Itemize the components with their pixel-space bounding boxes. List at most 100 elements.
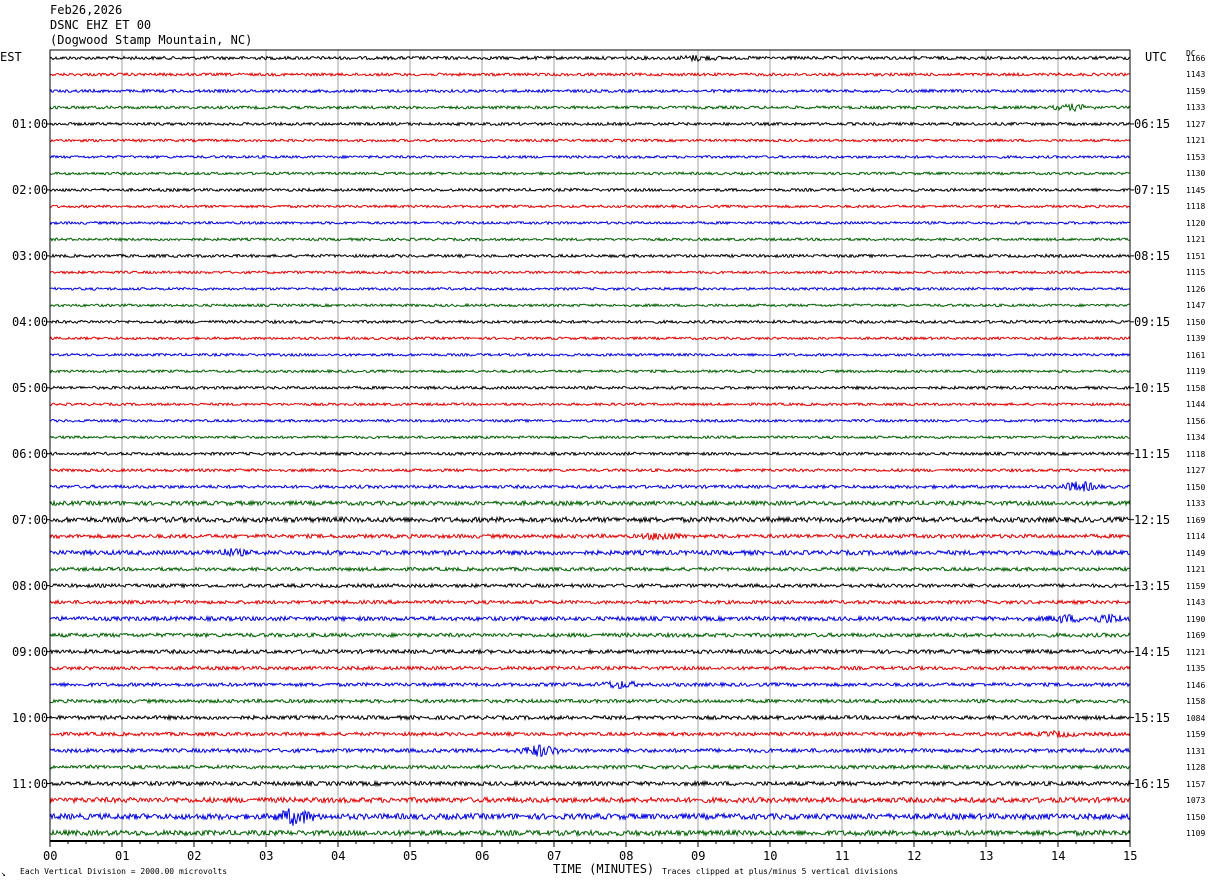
dc-offset-value: 1161	[1186, 350, 1206, 360]
dc-offset-value: 1147	[1186, 301, 1206, 311]
plot-frame	[49, 49, 1131, 842]
x-tick-label: 11	[835, 849, 850, 863]
right-hour-label: 10:15	[1134, 380, 1171, 395]
dc-offset-value: 1153	[1186, 152, 1206, 162]
seismic-trace	[49, 319, 1131, 325]
seismic-trace	[49, 220, 1131, 226]
seismic-trace	[49, 547, 1130, 558]
seismic-trace	[49, 763, 1131, 771]
station-code: DSNC EHZ ET 00	[50, 18, 152, 32]
x-tick-label: 13	[979, 849, 994, 863]
seismic-trace	[49, 335, 1131, 341]
seismic-trace	[49, 253, 1131, 259]
seismic-trace	[49, 384, 1131, 391]
seismic-trace	[49, 481, 1131, 492]
seismic-trace	[49, 795, 1131, 805]
clip-note: Traces clipped at plus/minus 5 vertical …	[662, 867, 899, 876]
x-tick-label: 15	[1123, 849, 1138, 863]
seismic-trace	[49, 88, 1131, 94]
dc-offset-value: 1130	[1186, 169, 1206, 179]
dc-offset-value: 1127	[1186, 119, 1206, 129]
x-tick-label: 03	[259, 849, 274, 863]
dc-offset-value: 1118	[1186, 202, 1206, 212]
dc-offset-value: 1115	[1186, 268, 1206, 278]
dc-offset-value: 1159	[1186, 86, 1206, 96]
dc-offset-value: 1118	[1186, 449, 1206, 459]
left-hour-label: 01:00	[12, 116, 49, 131]
dc-offset-value: 1121	[1186, 647, 1206, 657]
left-hour-label: 07:00	[12, 512, 49, 527]
x-tick-label: 05	[403, 849, 418, 863]
dc-offset-value: 1169	[1186, 631, 1206, 641]
dc-offset-value: 1150	[1186, 812, 1206, 822]
dc-offset-value: 1166	[1186, 54, 1206, 63]
seismic-trace	[49, 270, 1131, 275]
seismic-trace	[49, 664, 1131, 672]
x-tick-label: 14	[1051, 849, 1066, 863]
dc-offset-value: 1139	[1186, 334, 1206, 344]
seismic-trace	[49, 352, 1131, 358]
seismic-trace	[49, 103, 1131, 113]
seismic-trace	[49, 236, 1131, 242]
seismic-trace	[49, 582, 1131, 590]
seismic-trace	[49, 418, 1131, 424]
dc-offset-value: 1143	[1186, 70, 1206, 80]
dc-offset-value: 1158	[1186, 697, 1206, 707]
seismic-trace	[49, 203, 1131, 210]
seismic-trace	[49, 302, 1131, 308]
seismic-trace	[49, 631, 1131, 639]
dc-offset-value: 1143	[1186, 598, 1206, 608]
dc-offset-value: 1135	[1186, 664, 1206, 674]
left-hour-label: 05:00	[12, 380, 49, 395]
dc-offset-value: 1133	[1186, 103, 1206, 113]
seismic-trace	[49, 450, 1131, 457]
dc-offset-value: 1146	[1186, 680, 1206, 690]
seismic-trace	[49, 170, 1131, 176]
seismic-trace	[49, 680, 1131, 690]
station-location: (Dogwood Stamp Mountain, NC)	[50, 33, 253, 47]
seismic-trace	[49, 368, 1131, 374]
x-tick-label: 09	[691, 849, 706, 863]
dc-offset-value: 1158	[1186, 383, 1206, 393]
dc-column-label: DC	[1186, 49, 1196, 58]
dc-offset-value: 1121	[1186, 565, 1206, 575]
seismic-trace	[49, 598, 1131, 606]
x-tick-label: 12	[907, 849, 922, 863]
seismic-trace	[49, 286, 1131, 292]
seismic-trace	[49, 54, 1131, 63]
x-tick-label: 06	[475, 849, 490, 863]
x-tick-label: 01	[115, 849, 130, 863]
dc-offset-value: 1128	[1186, 763, 1206, 773]
dc-offset-value: 1120	[1186, 218, 1206, 228]
x-tick-label: 07	[547, 849, 562, 863]
left-hour-label: 09:00	[12, 644, 49, 659]
seismic-trace	[49, 729, 1131, 738]
dc-offset-value: 1145	[1186, 185, 1206, 195]
x-tick-label: 02	[187, 849, 202, 863]
right-hour-label: 15:15	[1134, 710, 1171, 725]
seismic-trace	[49, 697, 1131, 705]
x-tick-label: 00	[43, 849, 58, 863]
right-hour-label: 13:15	[1134, 578, 1171, 593]
dc-offset-value: 1156	[1186, 416, 1206, 426]
left-hour-label: 06:00	[12, 446, 49, 461]
dc-offset-value: 1190	[1186, 614, 1206, 624]
right-hour-label: 08:15	[1134, 248, 1171, 263]
seismic-trace	[49, 154, 1131, 160]
dc-offset-value: 1127	[1186, 466, 1206, 476]
seismic-trace	[49, 515, 1131, 525]
seismic-trace	[49, 613, 1131, 624]
dc-offset-value: 1121	[1186, 235, 1206, 245]
seismic-trace	[49, 808, 1131, 826]
dc-offset-value: 1084	[1186, 713, 1206, 723]
dc-offset-value: 1114	[1186, 532, 1206, 542]
dc-offset-value: 1131	[1186, 746, 1206, 756]
seismic-trace	[49, 779, 1131, 788]
right-hour-label: 06:15	[1134, 116, 1171, 131]
seismic-trace	[49, 467, 1131, 473]
seismic-trace	[49, 137, 1131, 143]
seismic-trace	[49, 532, 1131, 542]
seismic-trace	[49, 713, 1131, 722]
dc-offset-value: 1150	[1186, 482, 1206, 492]
